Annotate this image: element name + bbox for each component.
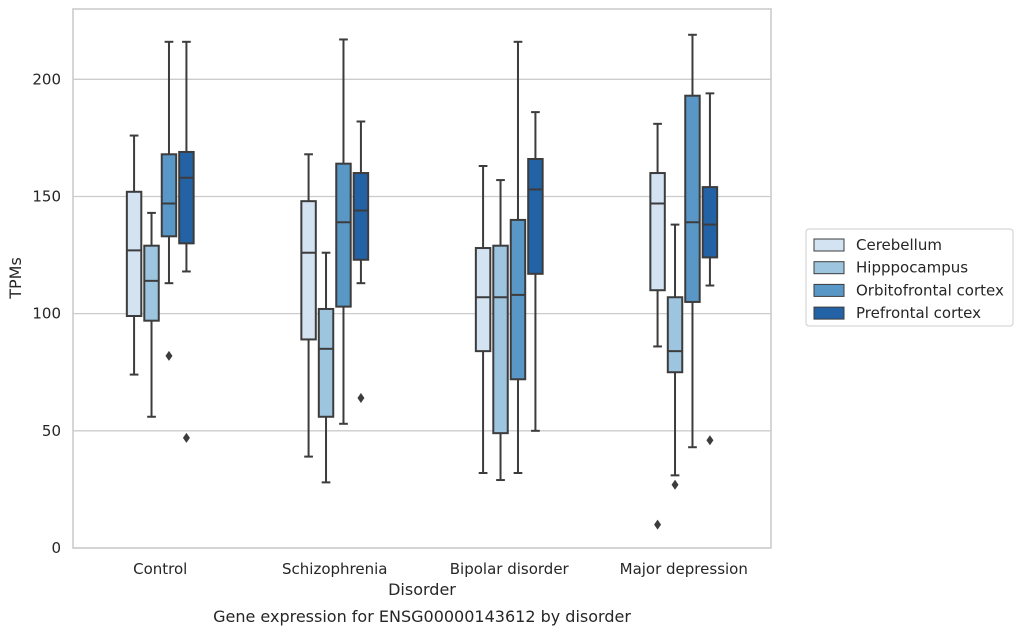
chart-caption: Gene expression for ENSG00000143612 by d… [213, 607, 631, 626]
x-tick-label: Control [133, 560, 187, 578]
box-hipppocampus [666, 223, 684, 490]
box-body [492, 244, 509, 435]
box-body [335, 162, 352, 308]
box-prefrontal-cortex [352, 120, 370, 404]
box-body [527, 157, 544, 275]
box-body [317, 307, 335, 418]
box-body [178, 150, 195, 245]
box-cerebellum [474, 165, 492, 475]
outlier-point [182, 432, 190, 443]
y-tick-label: 100 [32, 305, 61, 323]
box-body [701, 186, 719, 259]
legend-label: Orbitofrontal cortex [856, 281, 1004, 299]
box-hipppocampus [143, 211, 160, 418]
outlier-point [706, 435, 714, 446]
legend-swatch [813, 306, 845, 320]
box-orbitofrontal-cortex [160, 40, 178, 361]
box-body [666, 296, 684, 374]
box-cerebellum [300, 153, 317, 458]
y-axis-tick-labels: 0 50 100 150 200 [32, 70, 61, 557]
x-tick-label: Schizophrenia [282, 560, 387, 578]
box-prefrontal-cortex [178, 40, 195, 443]
box-hipppocampus [317, 251, 335, 484]
box-prefrontal-cortex [527, 111, 544, 432]
box-body [474, 247, 492, 353]
box-series-group [125, 33, 719, 530]
legend-swatch [813, 283, 845, 297]
grid-lines [73, 78, 771, 549]
box-body [352, 172, 370, 261]
legend: Cerebellum Hipppocampus Orbitofrontal cort… [805, 228, 1014, 327]
legend-swatch [813, 261, 845, 275]
x-axis-title: Disorder [388, 580, 456, 599]
outlier-point [165, 350, 173, 361]
box-prefrontal-cortex [701, 92, 719, 446]
box-body [684, 94, 701, 303]
box-body [125, 190, 143, 317]
outlier-point [671, 479, 679, 490]
box-body [509, 218, 527, 381]
outlier-point [357, 393, 365, 404]
y-tick-label: 0 [51, 539, 61, 557]
box-cerebellum [649, 122, 666, 530]
x-axis-tick-labels: Control Schizophrenia Bipolar disorder Majo… [133, 560, 748, 578]
legend-label: Prefrontal cortex [856, 304, 981, 322]
y-tick-label: 150 [32, 187, 61, 205]
legend-swatch [813, 238, 845, 252]
box-body [649, 172, 666, 292]
box-hipppocampus [492, 179, 509, 482]
legend-label: Cerebellum [856, 236, 942, 254]
x-tick-label: Bipolar disorder [450, 560, 570, 578]
box-body [300, 200, 317, 341]
box-orbitofrontal-cortex [509, 40, 527, 475]
box-body [143, 244, 160, 322]
outlier-point [654, 519, 662, 530]
box-orbitofrontal-cortex [684, 33, 701, 449]
y-tick-label: 200 [32, 70, 61, 88]
x-tick-label: Major depression [620, 560, 748, 578]
plot-area-frame [72, 8, 772, 549]
legend-frame [805, 228, 1014, 327]
y-axis-title: TPMs [6, 257, 25, 300]
y-tick-label: 50 [42, 422, 61, 440]
box-cerebellum [125, 134, 143, 376]
box-body [160, 153, 178, 238]
legend-label: Hipppocampus [856, 259, 968, 277]
box-orbitofrontal-cortex [335, 38, 352, 425]
